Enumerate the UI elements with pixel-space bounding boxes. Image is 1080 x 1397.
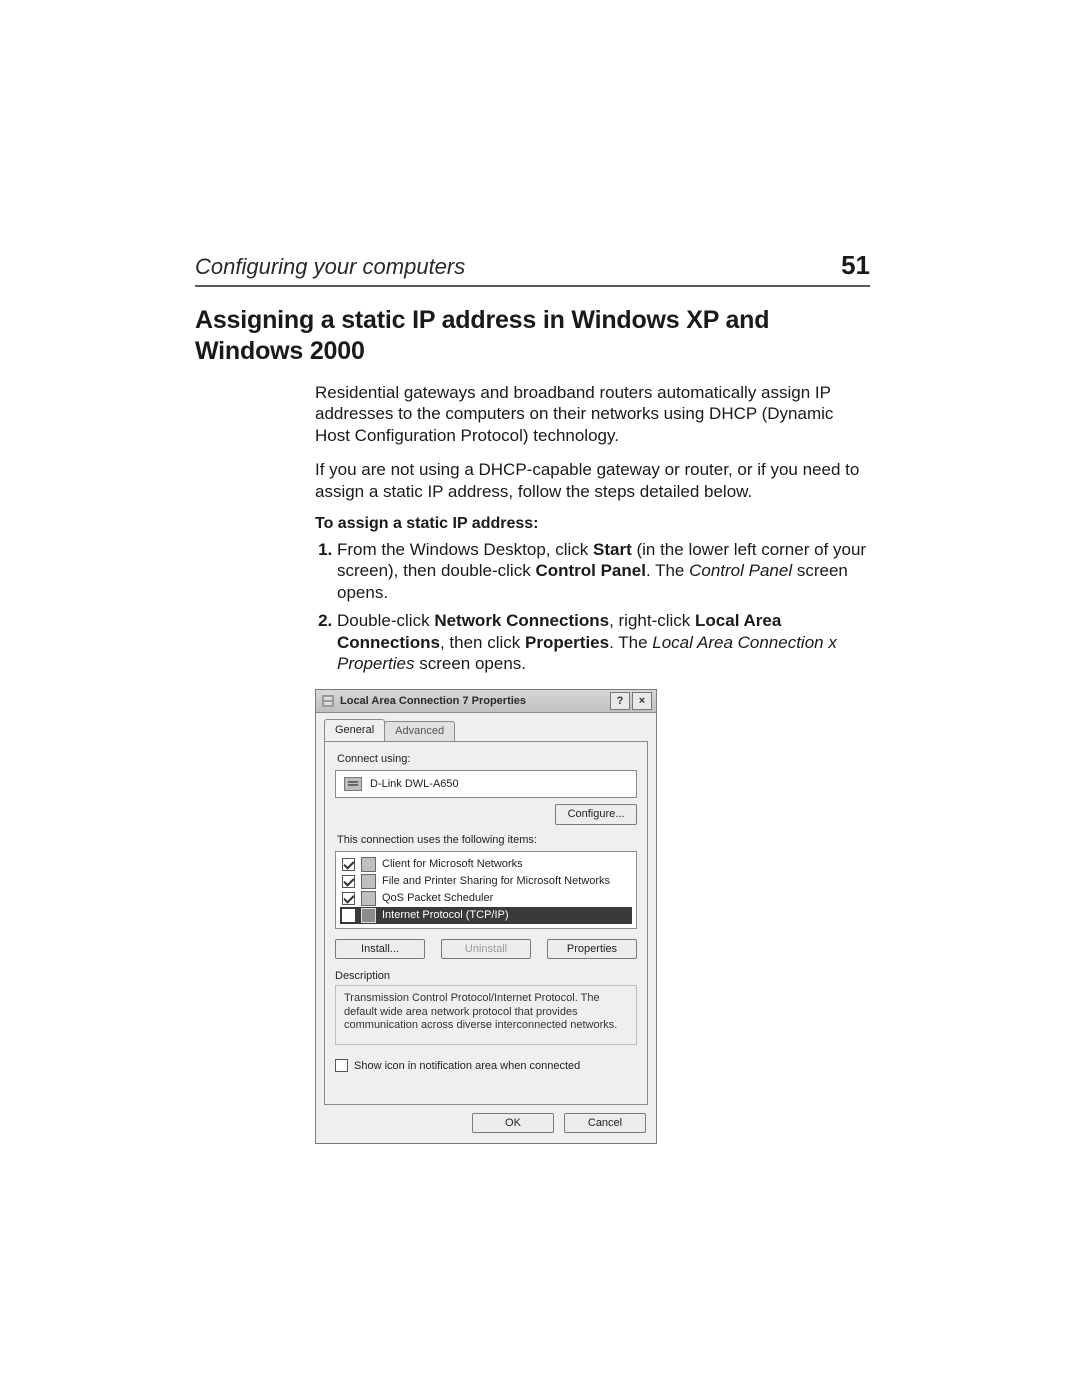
tab-strip: General Advanced xyxy=(316,713,656,741)
item-label: Internet Protocol (TCP/IP) xyxy=(382,908,509,922)
page-number: 51 xyxy=(841,250,870,281)
dialog-titlebar[interactable]: Local Area Connection 7 Properties ? × xyxy=(316,690,656,713)
item-label: Client for Microsoft Networks xyxy=(382,857,523,871)
notify-row: Show icon in notification area when conn… xyxy=(335,1059,637,1073)
close-button[interactable]: × xyxy=(632,692,652,710)
manual-page: Configuring your computers 51 Assigning … xyxy=(0,0,1080,1397)
connection-items-list[interactable]: Client for Microsoft Networks File and P… xyxy=(335,851,637,929)
step-1: From the Windows Desktop, click Start (i… xyxy=(337,539,870,604)
tab-advanced[interactable]: Advanced xyxy=(384,721,455,743)
window-icon xyxy=(322,695,334,707)
properties-button[interactable]: Properties xyxy=(547,939,637,959)
dialog-title: Local Area Connection 7 Properties xyxy=(340,694,608,708)
protocol-icon xyxy=(361,908,376,923)
body-content: Residential gateways and broadband route… xyxy=(315,382,870,1145)
service-icon xyxy=(361,891,376,906)
description-group: Description Transmission Control Protoco… xyxy=(335,969,637,1045)
description-text: Transmission Control Protocol/Internet P… xyxy=(335,985,637,1045)
ok-button[interactable]: OK xyxy=(472,1113,554,1133)
adapter-name: D-Link DWL-A650 xyxy=(370,777,459,791)
notify-checkbox[interactable] xyxy=(335,1059,348,1072)
procedure-title: To assign a static IP address: xyxy=(315,514,870,534)
network-adapter-icon xyxy=(344,777,362,791)
properties-dialog: Local Area Connection 7 Properties ? × G… xyxy=(315,689,657,1144)
checkbox-icon[interactable] xyxy=(342,858,355,871)
section-heading: Assigning a static IP address in Windows… xyxy=(195,305,870,368)
service-icon xyxy=(361,874,376,889)
client-icon xyxy=(361,857,376,872)
item-buttons: Install... Uninstall Properties xyxy=(335,939,637,959)
step-2: Double-click Network Connections, right-… xyxy=(337,610,870,675)
item-label: File and Printer Sharing for Microsoft N… xyxy=(382,874,610,888)
help-button[interactable]: ? xyxy=(610,692,630,710)
checkbox-icon[interactable] xyxy=(342,892,355,905)
list-item[interactable]: File and Printer Sharing for Microsoft N… xyxy=(340,873,632,890)
notify-label: Show icon in notification area when conn… xyxy=(354,1059,580,1073)
uninstall-button[interactable]: Uninstall xyxy=(441,939,531,959)
item-label: QoS Packet Scheduler xyxy=(382,891,493,905)
connect-using-label: Connect using: xyxy=(337,752,637,766)
intro-paragraph-2: If you are not using a DHCP-capable gate… xyxy=(315,459,870,503)
procedure-steps: From the Windows Desktop, click Start (i… xyxy=(315,539,870,676)
list-item[interactable]: QoS Packet Scheduler xyxy=(340,890,632,907)
running-title: Configuring your computers xyxy=(195,254,465,280)
dialog-footer: OK Cancel xyxy=(316,1105,656,1143)
tab-panel-general: Connect using: D-Link DWL-A650 Configure… xyxy=(324,741,648,1105)
list-item[interactable]: Client for Microsoft Networks xyxy=(340,856,632,873)
checkbox-icon[interactable] xyxy=(342,875,355,888)
description-label: Description xyxy=(335,969,637,983)
configure-button[interactable]: Configure... xyxy=(555,804,637,824)
install-button[interactable]: Install... xyxy=(335,939,425,959)
items-label: This connection uses the following items… xyxy=(337,833,637,847)
intro-paragraph-1: Residential gateways and broadband route… xyxy=(315,382,870,447)
adapter-box: D-Link DWL-A650 xyxy=(335,770,637,798)
list-item-selected[interactable]: Internet Protocol (TCP/IP) xyxy=(340,907,632,924)
running-header: Configuring your computers 51 xyxy=(195,250,870,287)
cancel-button[interactable]: Cancel xyxy=(564,1113,646,1133)
checkbox-icon[interactable] xyxy=(342,909,355,922)
tab-general[interactable]: General xyxy=(324,719,385,741)
